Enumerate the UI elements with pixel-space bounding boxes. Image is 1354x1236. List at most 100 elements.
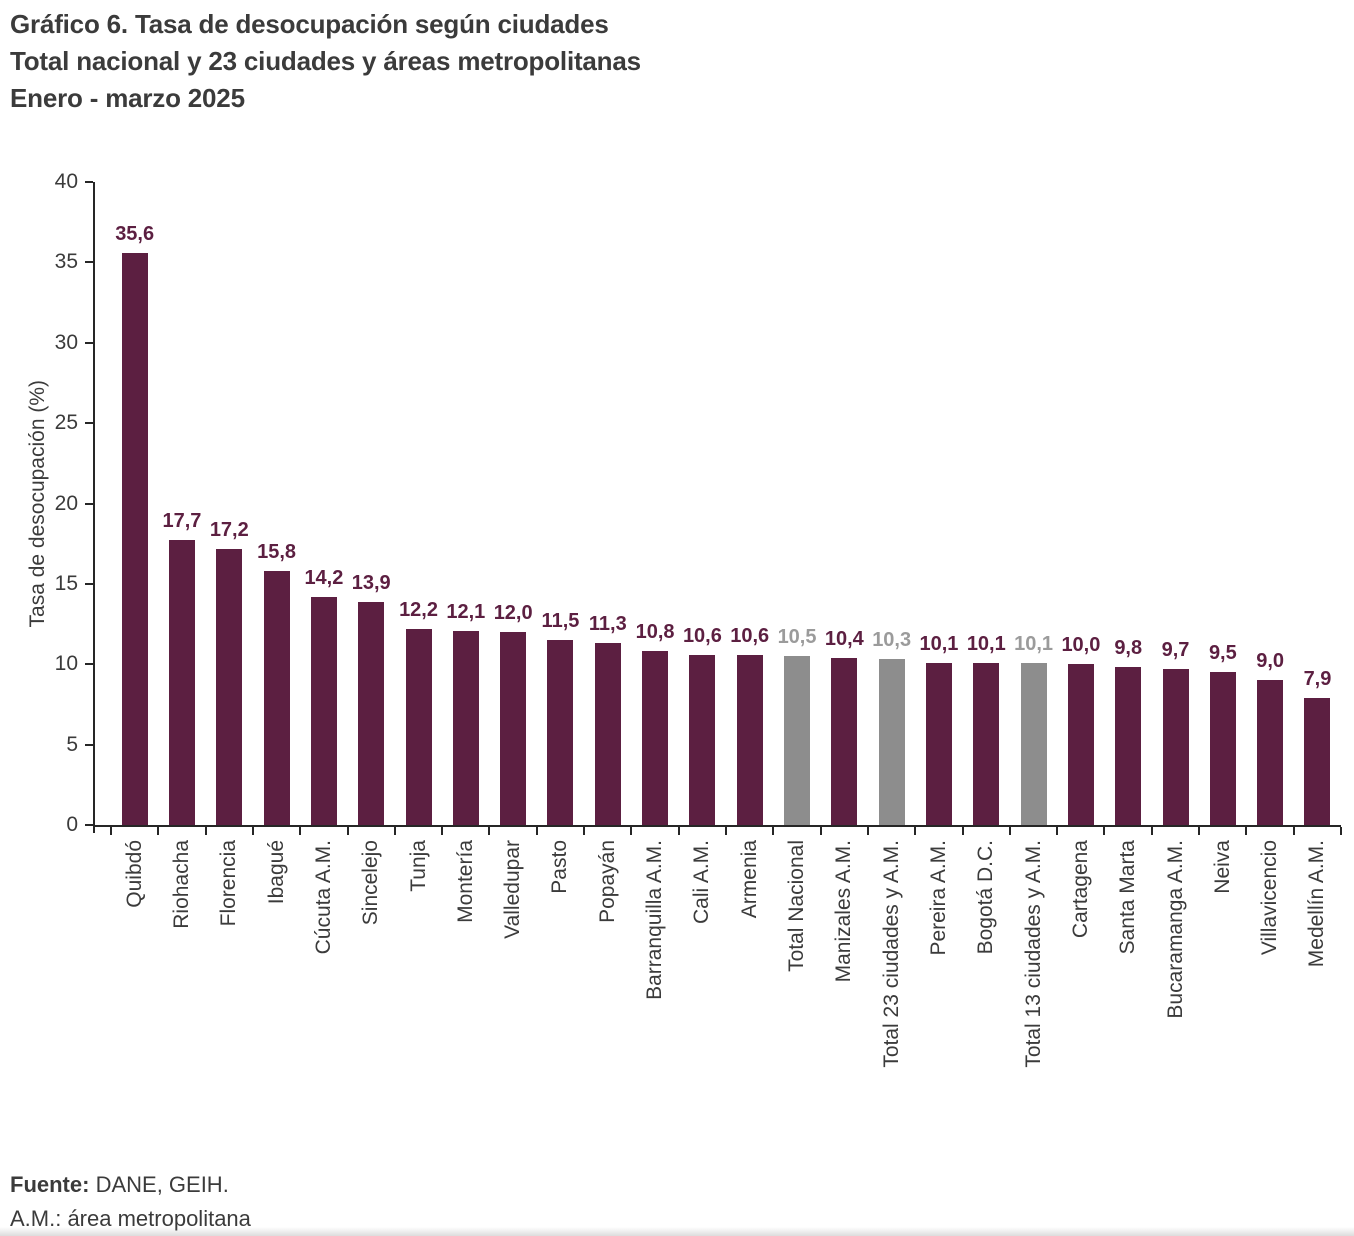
x-tick-label: Montería [453,840,477,923]
x-label-cell: Florencia [206,840,253,1140]
x-label-cell: Total 23 ciudades y A.M. [868,840,915,1140]
x-label-cell: Manizales A.M. [821,840,868,1140]
bar-value-label: 11,3 [588,613,627,636]
bar-column: 10,4 [821,182,868,825]
x-tick-label: Sincelejo [359,840,383,926]
x-tick-mark [630,827,633,835]
x-tick-label: Cartagena [1068,840,1092,939]
bar-column: 12,0 [490,182,537,825]
footer: Fuente: DANE, GEIH. A.M.: área metropoli… [10,1168,251,1236]
x-tick-label: Total 13 ciudades y A.M. [1021,840,1045,1068]
x-tick-label: Manizales A.M. [832,840,856,983]
y-tick-mark [85,261,93,264]
bar [594,643,621,825]
bar-value-label: 7,9 [1303,668,1332,691]
x-tick-mark [204,827,207,835]
bar-value-label: 12,2 [399,598,438,621]
bar-column: 14,2 [300,182,347,825]
bar [1257,680,1284,825]
bar-column: 10,5 [773,182,820,825]
bar-value-label: 14,2 [304,566,344,589]
x-tick-mark [157,827,160,835]
bar-column: 9,8 [1105,182,1152,825]
x-tick-marks [110,827,1342,835]
bar [1067,664,1094,825]
x-tick-label: Riohacha [169,840,193,929]
bar-column: 17,7 [158,182,205,825]
bar-value-label: 12,1 [446,600,486,623]
bar [263,571,290,825]
y-tick-mark [85,502,93,505]
y-tick-mark [85,582,93,585]
y-tick-label: 15 [54,571,78,595]
bar-value-label: 35,6 [115,222,155,245]
x-tick-mark [1340,827,1342,835]
bar-column: 10,1 [915,182,962,825]
bar [500,632,527,825]
bar [689,654,716,825]
x-label-cell: Pereira A.M. [915,840,962,1140]
bar-aggregate [784,656,811,825]
y-tick-mark [85,743,93,746]
x-tick-label: Pereira A.M. [926,840,950,956]
chart-title: Gráfico 6. Tasa de desocupación según ci… [10,6,641,117]
x-tick-mark [583,827,586,835]
y-tick-label: 40 [54,170,78,193]
bar-column: 11,3 [584,182,631,825]
footer-source-text: DANE, GEIH. [89,1172,229,1197]
x-tick-label: Bucaramanga A.M. [1163,840,1187,1019]
x-label-cell: Cúcuta A.M. [300,840,347,1140]
bar-column: 10,1 [963,182,1010,825]
bar-value-label: 13,9 [351,571,391,594]
x-tick-label: Total Nacional [785,840,808,972]
chart-title-line-1: Gráfico 6. Tasa de desocupación según ci… [10,9,609,39]
x-label-cell: Barranquilla A.M. [631,840,678,1140]
bar-column: 17,2 [206,182,253,825]
y-tick-label: 25 [54,411,78,435]
bar-value-label: 10,8 [635,621,675,644]
y-tick-marks [85,181,93,826]
bar-value-label: 17,7 [162,510,202,533]
y-tick-label: 30 [54,330,78,354]
bar [1209,672,1236,825]
bar-column: 9,7 [1152,182,1199,825]
bottom-edge-shadow [0,1227,1354,1236]
bar-column: 9,5 [1199,182,1246,825]
x-tick-label: Neiva [1210,840,1234,894]
bar-value-label: 17,2 [209,518,249,541]
x-label-cell: Cali A.M. [679,840,726,1140]
bar-value-label: 12,0 [493,602,533,625]
x-tick-label: Florencia [217,840,241,927]
y-tick-label: 20 [54,491,78,515]
x-label-cell: Pasto [537,840,584,1140]
x-tick-mark [488,827,491,835]
x-axis-line [93,825,1341,827]
bar [310,596,337,825]
bars-container: 35,6 17,7 17,2 15,8 14,2 13,9 12,2 12,1 12,0 11,5… [111,182,1341,825]
x-tick-mark [251,827,254,835]
x-label-cell: Tunja [395,840,442,1140]
y-tick-mark [85,663,93,666]
bar [1162,669,1189,825]
x-tick-label: Santa Marta [1116,840,1140,955]
bar [121,252,148,825]
bar-column: 10,3 [868,182,915,825]
bar [1304,698,1331,825]
x-tick-label: Cúcuta A.M. [311,840,335,955]
x-tick-label: Barranquilla A.M. [643,840,667,1000]
bar [405,628,432,825]
x-label-cell: Quibdó [111,840,158,1140]
x-tick-label: Valledupar [501,840,525,939]
x-label-cell: Bucaramanga A.M. [1152,840,1199,1140]
x-tick-mark [1008,827,1011,835]
bar-value-label: 9,7 [1161,639,1190,662]
bar-value-label: 10,3 [872,629,912,652]
footer-note: A.M.: área metropolitana [10,1206,251,1231]
x-axis-labels: Quibdó Riohacha Florencia Ibagué Cúcuta A.M.… [111,840,1341,1140]
bar [736,654,763,825]
bar [642,651,669,825]
y-axis-line [93,182,95,833]
bar-value-label: 10,6 [682,624,722,647]
x-tick-mark [535,827,538,835]
